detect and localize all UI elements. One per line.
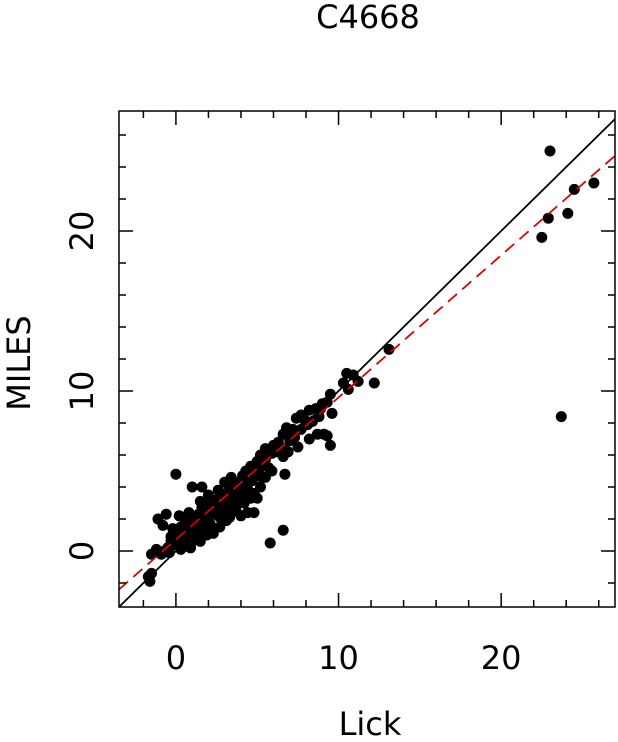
data-point-146 (178, 511, 190, 523)
fit-line (119, 155, 615, 591)
data-point-142 (206, 523, 218, 535)
data-point-116 (175, 543, 187, 555)
data-point-5 (536, 231, 548, 243)
ticks-layer (119, 111, 615, 607)
data-point-132 (264, 537, 276, 549)
data-point-139 (225, 471, 237, 483)
data-point-147 (165, 531, 177, 543)
tick-labels: 0 10 20 0 10 20 (63, 211, 522, 677)
data-point-31 (321, 430, 333, 442)
data-point-141 (224, 511, 236, 523)
data-point-136 (194, 495, 206, 507)
x-tick-label-10: 10 (318, 639, 359, 677)
x-tick-label-20: 20 (481, 639, 522, 677)
data-point-106 (160, 508, 172, 520)
data-point-41 (282, 446, 294, 458)
chart-title: C4668 (316, 0, 420, 36)
data-point-0 (544, 145, 556, 157)
data-point-32 (303, 433, 315, 445)
data-point-1 (568, 183, 580, 195)
data-point-131 (266, 465, 278, 477)
data-point-133 (277, 524, 289, 536)
data-point-134 (279, 468, 291, 480)
y-tick-label-0: 0 (63, 541, 101, 561)
data-point-2 (588, 177, 600, 189)
data-point-108 (196, 481, 208, 493)
data-point-129 (251, 492, 263, 504)
data-point-33 (324, 439, 336, 451)
data-point-15 (326, 407, 338, 419)
data-point-154 (256, 471, 268, 483)
data-point-10 (352, 375, 364, 387)
identity-line (119, 118, 615, 607)
data-point-109 (186, 481, 198, 493)
data-point-6 (555, 411, 567, 423)
y-axis-label: MILES (0, 315, 38, 410)
data-point-143 (198, 527, 210, 539)
x-tick-label-0: 0 (166, 639, 186, 677)
data-point-164 (232, 492, 244, 504)
data-point-155 (251, 455, 263, 467)
y-tick-label-10: 10 (63, 371, 101, 412)
data-point-124 (248, 507, 260, 519)
data-point-115 (185, 542, 197, 554)
x-axis-label: Lick (339, 705, 402, 742)
points-layer (142, 145, 600, 587)
data-point-103 (170, 468, 182, 480)
y-tick-label-20: 20 (63, 211, 101, 252)
data-point-11 (368, 377, 380, 389)
data-point-105 (152, 513, 164, 525)
data-point-99 (146, 548, 157, 560)
data-point-161 (292, 441, 304, 453)
data-point-135 (202, 489, 214, 501)
data-point-137 (212, 484, 224, 496)
data-point-128 (255, 481, 266, 493)
data-point-3 (542, 212, 554, 224)
data-point-19 (303, 404, 315, 416)
data-point-140 (214, 511, 226, 523)
lines-layer (119, 118, 615, 607)
data-point-4 (562, 207, 574, 219)
data-point-162 (282, 427, 294, 439)
data-point-148 (178, 534, 190, 546)
